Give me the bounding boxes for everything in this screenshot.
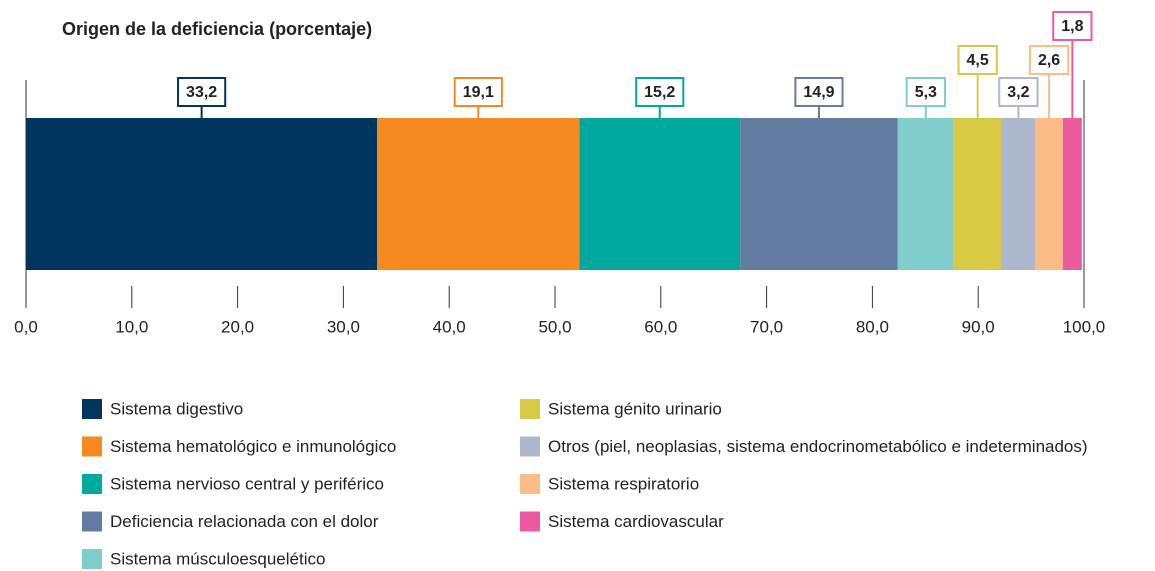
- value-label-box: [794, 77, 844, 107]
- bar-segment: [1001, 118, 1036, 270]
- bar-segment: [1062, 118, 1082, 270]
- x-tick-label: 10,0: [115, 317, 148, 336]
- legend-swatch: [82, 474, 102, 494]
- legend-swatch: [82, 549, 102, 569]
- legend-swatch: [82, 511, 102, 532]
- x-tick-label: 30,0: [327, 317, 360, 336]
- legend-label: Deficiencia relacionada con el dolor: [110, 512, 379, 531]
- value-label-box: [998, 77, 1039, 107]
- x-tick-label: 100,0: [1063, 317, 1106, 336]
- value-label-box: [635, 77, 685, 107]
- legend-label: Sistema digestivo: [110, 399, 243, 418]
- value-label-box: [957, 45, 998, 75]
- x-tick-label: 80,0: [856, 317, 889, 336]
- bar-segment: [377, 118, 580, 270]
- legend-label: Sistema músculoesquelético: [110, 549, 325, 568]
- value-label: 1,8: [1061, 18, 1083, 35]
- bar-segment: [953, 118, 1002, 270]
- x-tick-label: 20,0: [221, 317, 254, 336]
- bar-segment: [579, 118, 741, 270]
- value-label-box: [1028, 45, 1070, 75]
- value-label: 4,5: [967, 52, 989, 69]
- value-label: 14,9: [803, 84, 834, 101]
- legend-swatch: [520, 474, 540, 494]
- legend-label: Sistema cardiovascular: [548, 512, 724, 531]
- bar-segment: [740, 118, 898, 270]
- legend-label: Sistema nervioso central y periférico: [110, 474, 384, 493]
- value-label-box: [453, 77, 503, 107]
- value-label: 15,2: [644, 84, 675, 101]
- value-label: 33,2: [186, 84, 217, 101]
- value-label: 5,3: [915, 84, 937, 101]
- bar-segment: [1035, 118, 1063, 270]
- x-tick-label: 70,0: [750, 317, 783, 336]
- bar-segment: [26, 118, 378, 270]
- value-label-box: [177, 77, 227, 107]
- value-label: 3,2: [1007, 84, 1029, 101]
- legend-label: Sistema hematológico e inmunológico: [110, 437, 396, 456]
- legend-swatch: [520, 511, 540, 532]
- value-label: 19,1: [463, 84, 494, 101]
- x-tick-label: 0,0: [14, 317, 38, 336]
- legend-label: Otros (piel, neoplasias, sistema endocri…: [548, 437, 1088, 456]
- x-tick-label: 90,0: [962, 317, 995, 336]
- value-label-box: [1052, 11, 1093, 41]
- chart-title: Origen de la deficiencia (porcentaje): [62, 19, 372, 39]
- x-tick-label: 60,0: [644, 317, 677, 336]
- bar-segment: [897, 118, 954, 270]
- legend-swatch: [520, 436, 540, 457]
- legend-swatch: [82, 399, 102, 419]
- x-tick-label: 50,0: [538, 317, 571, 336]
- legend-label: Sistema génito urinario: [548, 399, 722, 418]
- legend-swatch: [520, 399, 540, 419]
- value-label: 2,6: [1038, 52, 1060, 69]
- legend-swatch: [82, 436, 102, 457]
- value-label-box: [905, 77, 946, 107]
- legend-label: Sistema respiratorio: [548, 474, 699, 493]
- x-tick-label: 40,0: [433, 317, 466, 336]
